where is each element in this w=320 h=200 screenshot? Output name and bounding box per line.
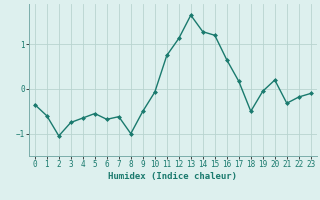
- X-axis label: Humidex (Indice chaleur): Humidex (Indice chaleur): [108, 172, 237, 181]
